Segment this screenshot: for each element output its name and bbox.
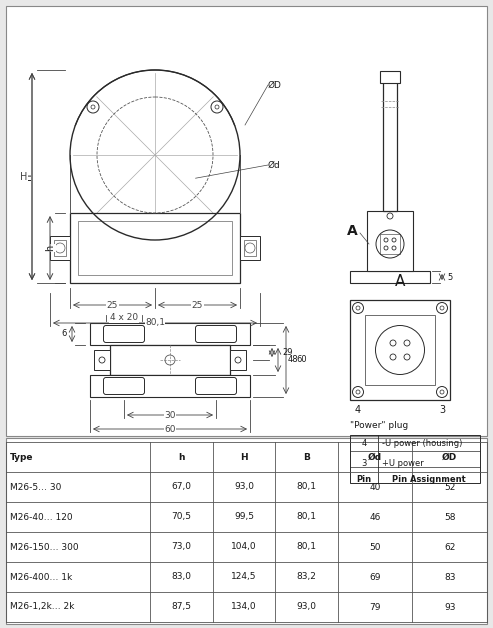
- Text: ØD: ØD: [442, 453, 458, 462]
- Text: H: H: [240, 453, 248, 462]
- Text: 4: 4: [361, 438, 367, 448]
- Text: Pin Assignment: Pin Assignment: [392, 475, 466, 484]
- FancyBboxPatch shape: [104, 377, 144, 394]
- Text: -U power (housing): -U power (housing): [382, 438, 462, 448]
- Text: 87,5: 87,5: [172, 602, 192, 612]
- FancyBboxPatch shape: [104, 325, 144, 342]
- Text: M26-150… 300: M26-150… 300: [10, 543, 78, 551]
- Bar: [350, 271, 430, 283]
- Bar: [94, 350, 110, 370]
- Bar: [6, 6, 487, 436]
- Circle shape: [356, 306, 360, 310]
- Text: 3: 3: [439, 405, 445, 415]
- Text: 4 x 20: 4 x 20: [110, 313, 138, 323]
- Text: 69: 69: [369, 573, 381, 582]
- FancyBboxPatch shape: [196, 325, 237, 342]
- Text: Pin: Pin: [356, 475, 372, 484]
- Text: 80,1: 80,1: [297, 543, 317, 551]
- Bar: [367, 211, 413, 271]
- Bar: [383, 81, 397, 211]
- Bar: [70, 213, 240, 283]
- Text: Ød: Ød: [268, 161, 281, 170]
- Text: 30: 30: [164, 411, 176, 420]
- Text: h: h: [178, 453, 185, 462]
- Text: 124,5: 124,5: [231, 573, 257, 582]
- Text: 5: 5: [447, 273, 453, 281]
- Text: 70,5: 70,5: [172, 512, 192, 521]
- Text: 83,2: 83,2: [297, 573, 317, 582]
- Text: 79: 79: [369, 602, 381, 612]
- Text: A: A: [347, 224, 357, 238]
- Text: M26-400… 1k: M26-400… 1k: [10, 573, 72, 582]
- Bar: [350, 300, 450, 400]
- Text: 80,1: 80,1: [145, 318, 165, 327]
- Text: 25: 25: [107, 301, 118, 310]
- Bar: [380, 71, 400, 83]
- Bar: [244, 240, 256, 256]
- Bar: [110, 345, 230, 375]
- Text: 6: 6: [61, 330, 67, 338]
- Text: 46: 46: [369, 512, 381, 521]
- Text: H: H: [23, 173, 33, 180]
- Text: 99,5: 99,5: [234, 512, 254, 521]
- Text: A: A: [395, 274, 405, 290]
- Text: 25: 25: [192, 301, 203, 310]
- Text: H: H: [20, 171, 28, 181]
- Text: 83: 83: [444, 573, 456, 582]
- Text: 60: 60: [296, 355, 307, 364]
- Text: +U power: +U power: [382, 458, 424, 467]
- Text: Ød: Ød: [368, 453, 382, 462]
- Text: 50: 50: [369, 543, 381, 551]
- Text: 48: 48: [288, 355, 299, 364]
- Text: 93,0: 93,0: [234, 482, 254, 492]
- Text: 40: 40: [369, 482, 381, 492]
- Text: 67,0: 67,0: [172, 482, 192, 492]
- Bar: [230, 350, 246, 370]
- Text: "Power" plug: "Power" plug: [350, 421, 408, 431]
- Circle shape: [356, 390, 360, 394]
- Text: ØD: ØD: [268, 80, 282, 90]
- Text: M26-40… 120: M26-40… 120: [10, 512, 72, 521]
- Text: 62: 62: [444, 543, 456, 551]
- Bar: [54, 240, 66, 256]
- FancyBboxPatch shape: [196, 377, 237, 394]
- Circle shape: [440, 390, 444, 394]
- Text: 134,0: 134,0: [231, 602, 257, 612]
- Text: 58: 58: [444, 512, 456, 521]
- Bar: [350, 435, 480, 483]
- Bar: [90, 375, 250, 397]
- Text: h: h: [45, 245, 55, 251]
- Text: B: B: [303, 453, 310, 462]
- Text: M26-1,2k… 2k: M26-1,2k… 2k: [10, 602, 74, 612]
- Circle shape: [91, 105, 95, 109]
- Text: 83,0: 83,0: [172, 573, 192, 582]
- Text: 4: 4: [355, 405, 361, 415]
- Text: Type: Type: [10, 453, 34, 462]
- Text: 29: 29: [282, 348, 292, 357]
- Text: 73,0: 73,0: [172, 543, 192, 551]
- Text: 80,1: 80,1: [297, 482, 317, 492]
- Text: 60: 60: [164, 425, 176, 433]
- Text: 80,1: 80,1: [297, 512, 317, 521]
- Bar: [6, 438, 487, 624]
- Bar: [240, 236, 260, 260]
- Text: M26-5… 30: M26-5… 30: [10, 482, 61, 492]
- Circle shape: [215, 105, 219, 109]
- Bar: [90, 323, 250, 345]
- Bar: [50, 236, 70, 260]
- Bar: [78, 221, 232, 275]
- Circle shape: [440, 306, 444, 310]
- Bar: [365, 315, 435, 385]
- Text: 93: 93: [444, 602, 456, 612]
- Text: 52: 52: [444, 482, 456, 492]
- Text: 93,0: 93,0: [297, 602, 317, 612]
- Bar: [380, 234, 400, 254]
- Text: 104,0: 104,0: [231, 543, 257, 551]
- Text: 3: 3: [361, 458, 367, 467]
